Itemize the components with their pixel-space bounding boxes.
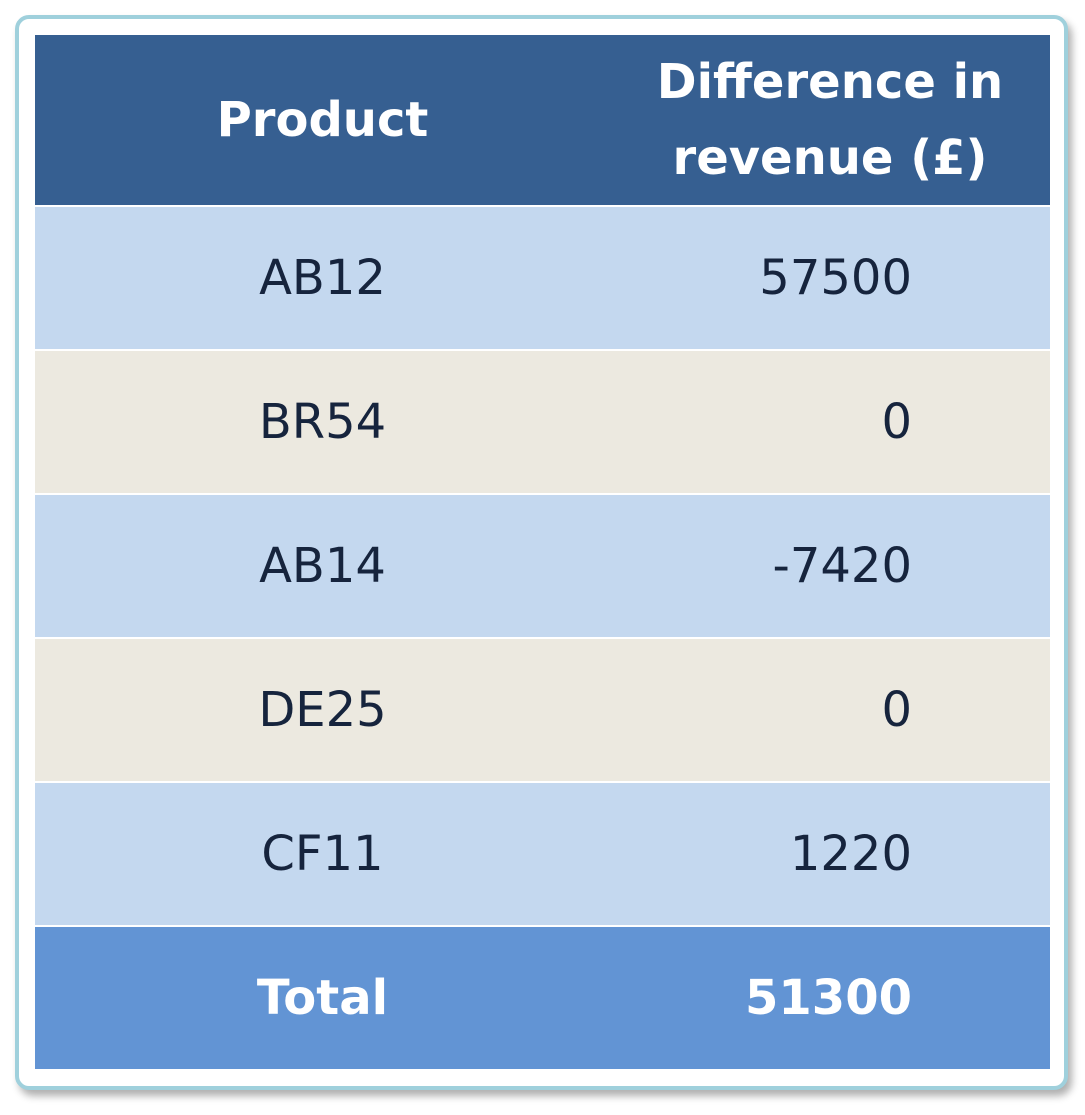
total-cell: Total	[256, 970, 389, 1026]
table-row: AB14 -7420	[35, 495, 1050, 639]
header-row: Product Difference in revenue (£)	[35, 35, 1050, 207]
table-cell: BR54	[258, 394, 387, 450]
table-cell: DE25	[258, 682, 387, 738]
table-row: CF11 1220	[35, 783, 1050, 927]
table-cell: CF11	[261, 826, 384, 882]
table-cell: 0	[881, 394, 912, 450]
table: Product Difference in revenue (£) AB12 57…	[35, 35, 1050, 1071]
header-cell: Product	[216, 92, 429, 148]
table-row: AB12 57500	[35, 207, 1050, 351]
total-cell: 51300	[745, 970, 912, 1026]
table-cell: AB14	[259, 538, 386, 594]
table-cell: 57500	[759, 250, 912, 306]
table-row: BR54 0	[35, 351, 1050, 495]
table-cell: 1220	[789, 826, 912, 882]
header-cell: Difference in revenue (£)	[656, 54, 1004, 186]
table-cell: AB12	[259, 250, 386, 306]
total-row: Total 51300	[35, 927, 1050, 1071]
table-cell: -7420	[772, 538, 912, 594]
table-cell: 0	[881, 682, 912, 738]
table-row: DE25 0	[35, 639, 1050, 783]
